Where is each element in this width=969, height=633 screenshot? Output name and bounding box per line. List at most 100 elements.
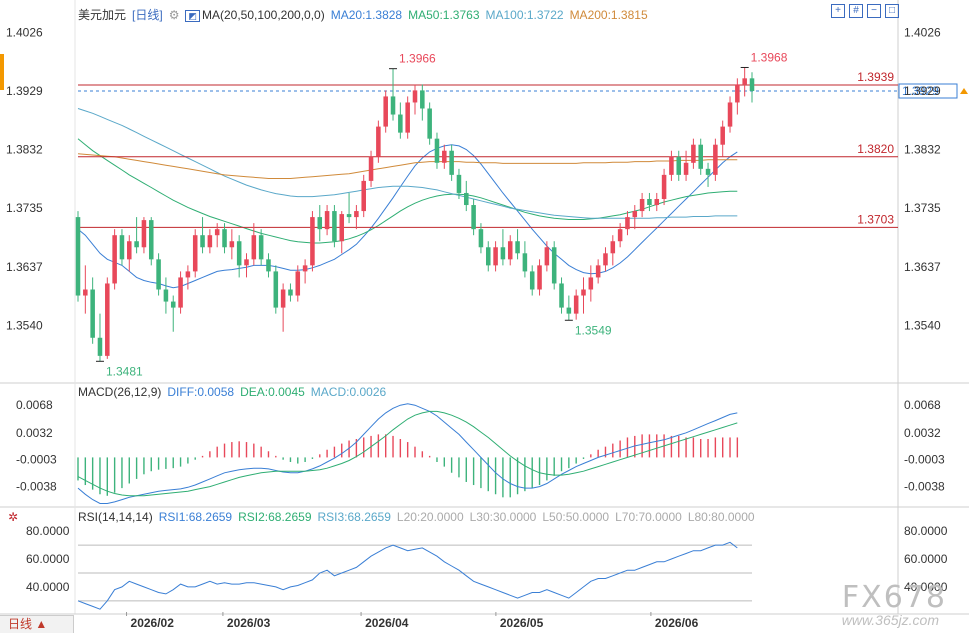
macd-y-label-left: -0.0003 <box>16 453 57 467</box>
candle-body <box>749 78 755 92</box>
candle-body <box>185 271 191 278</box>
candle-body <box>170 301 176 308</box>
rsi-y-label-right: 80.0000 <box>904 524 948 538</box>
settings-gear-icon[interactable]: ⚙ <box>168 8 180 22</box>
candle-body <box>83 289 88 296</box>
x-tick-label: 2026/02 <box>131 616 175 630</box>
candle-body <box>632 211 638 218</box>
candle-body <box>354 211 359 218</box>
watermark-brand: FX678 <box>841 580 947 615</box>
expand-icon[interactable]: + <box>831 4 845 18</box>
period-tab[interactable]: 日线 ▲ <box>0 615 74 633</box>
candle-body <box>500 247 506 260</box>
candle-body <box>163 289 169 302</box>
y-tick-label-left: 1.3637 <box>6 260 43 274</box>
maximize-icon[interactable]: □ <box>885 4 899 18</box>
l20-value: L20:20.0000 <box>396 510 464 524</box>
candle-body <box>654 199 660 206</box>
grid-icon[interactable]: # <box>849 4 863 18</box>
toolbar: + # − □ <box>831 4 899 18</box>
candle-body <box>236 241 242 266</box>
y-tick-label-left: 1.3735 <box>6 201 43 215</box>
rsi-settings-icon[interactable]: ✲ <box>8 510 19 524</box>
candle-body <box>302 265 308 272</box>
rsi-y-label-right: 60.0000 <box>904 552 948 566</box>
candle-body <box>529 271 535 290</box>
rsi-y-label-left: 80.0000 <box>26 524 70 538</box>
candle-body <box>148 220 154 260</box>
candle-body <box>207 235 213 248</box>
price-panel-header: 美元加元 [日线] ⚙ ◩ MA(20,50,100,200,0,0) MA20:1.38… <box>78 6 654 23</box>
candle-body <box>559 283 564 308</box>
candle-body <box>485 247 491 266</box>
candle-body <box>573 295 579 314</box>
ma200-value: MA200:1.3815 <box>569 8 648 22</box>
candle-body <box>405 102 410 133</box>
candle-body <box>317 217 323 230</box>
dea-line <box>77 410 738 497</box>
candle-body <box>595 265 601 278</box>
rsi-y-label-right: 40.0000 <box>904 580 948 594</box>
candle-body <box>412 90 418 103</box>
candle-body <box>669 156 674 175</box>
rsi3-value: RSI3:68.2659 <box>317 510 391 524</box>
x-tick-label: 2026/05 <box>500 616 544 630</box>
symbol-label: 美元加元 <box>78 8 127 22</box>
candle-body <box>735 84 740 103</box>
last-price-label: 1.3929 <box>902 84 939 98</box>
candle-body <box>214 229 220 236</box>
rsi2-value: RSI2:68.2659 <box>238 510 312 524</box>
candle-body <box>420 90 425 109</box>
x-tick-label: 2026/03 <box>227 616 271 630</box>
candle-body <box>97 337 103 356</box>
candle-body <box>683 162 689 175</box>
candle-body <box>625 217 630 230</box>
ma50-value: MA50:1.3763 <box>408 8 480 22</box>
candle-body <box>222 229 227 248</box>
y-tick-label-left: 1.3832 <box>6 143 43 157</box>
candle-body <box>603 253 608 266</box>
candle-body <box>127 241 132 260</box>
ma20-line <box>77 144 738 289</box>
level-label: 1.3820 <box>857 142 894 156</box>
price-marker-icon <box>960 88 968 95</box>
macd-y-label-right: -0.0038 <box>904 480 945 494</box>
collapse-icon[interactable]: − <box>867 4 881 18</box>
candle-body <box>647 199 652 206</box>
candle-body <box>280 289 286 308</box>
candle-body <box>192 235 198 272</box>
rsi-y-label-left: 40.0000 <box>26 580 70 594</box>
macd-y-label-left: 0.0032 <box>16 426 53 440</box>
macd-y-label-right: -0.0003 <box>904 453 945 467</box>
candle-body <box>713 144 718 175</box>
y-tick-label-right: 1.3929 <box>904 84 941 98</box>
y-tick-label-right: 1.3540 <box>904 319 941 333</box>
candle-body <box>178 277 183 308</box>
ma-indicator-icon[interactable]: ◩ <box>185 10 200 22</box>
candle-body <box>449 150 454 175</box>
candle-body <box>566 307 572 314</box>
candle-body <box>639 199 645 212</box>
x-tick-label: 2026/06 <box>655 616 699 630</box>
candle-body <box>588 277 594 290</box>
candle-body <box>493 247 498 266</box>
y-tick-label-left: 1.3540 <box>6 319 43 333</box>
l70-value: L70:70.0000 <box>615 510 682 524</box>
ma100-value: MA100:1.3722 <box>485 8 564 22</box>
period-tag[interactable]: [日线] <box>132 8 163 22</box>
candle-body <box>522 253 528 272</box>
high-label: 1.3966 <box>399 52 436 66</box>
y-tick-label-left: 1.3929 <box>6 84 43 98</box>
macd-y-label-right: 0.0068 <box>904 398 941 412</box>
rsi-line <box>77 541 738 610</box>
ma-label: MA(20,50,100,200,0,0) <box>201 8 325 22</box>
candle-body <box>141 220 147 248</box>
candle-body <box>119 235 125 260</box>
candle-body <box>434 138 440 163</box>
candle-body <box>464 192 469 206</box>
dea-value: DEA:0.0045 <box>240 385 305 399</box>
y-tick-label-right: 1.3735 <box>904 201 941 215</box>
candle-body <box>361 180 366 212</box>
